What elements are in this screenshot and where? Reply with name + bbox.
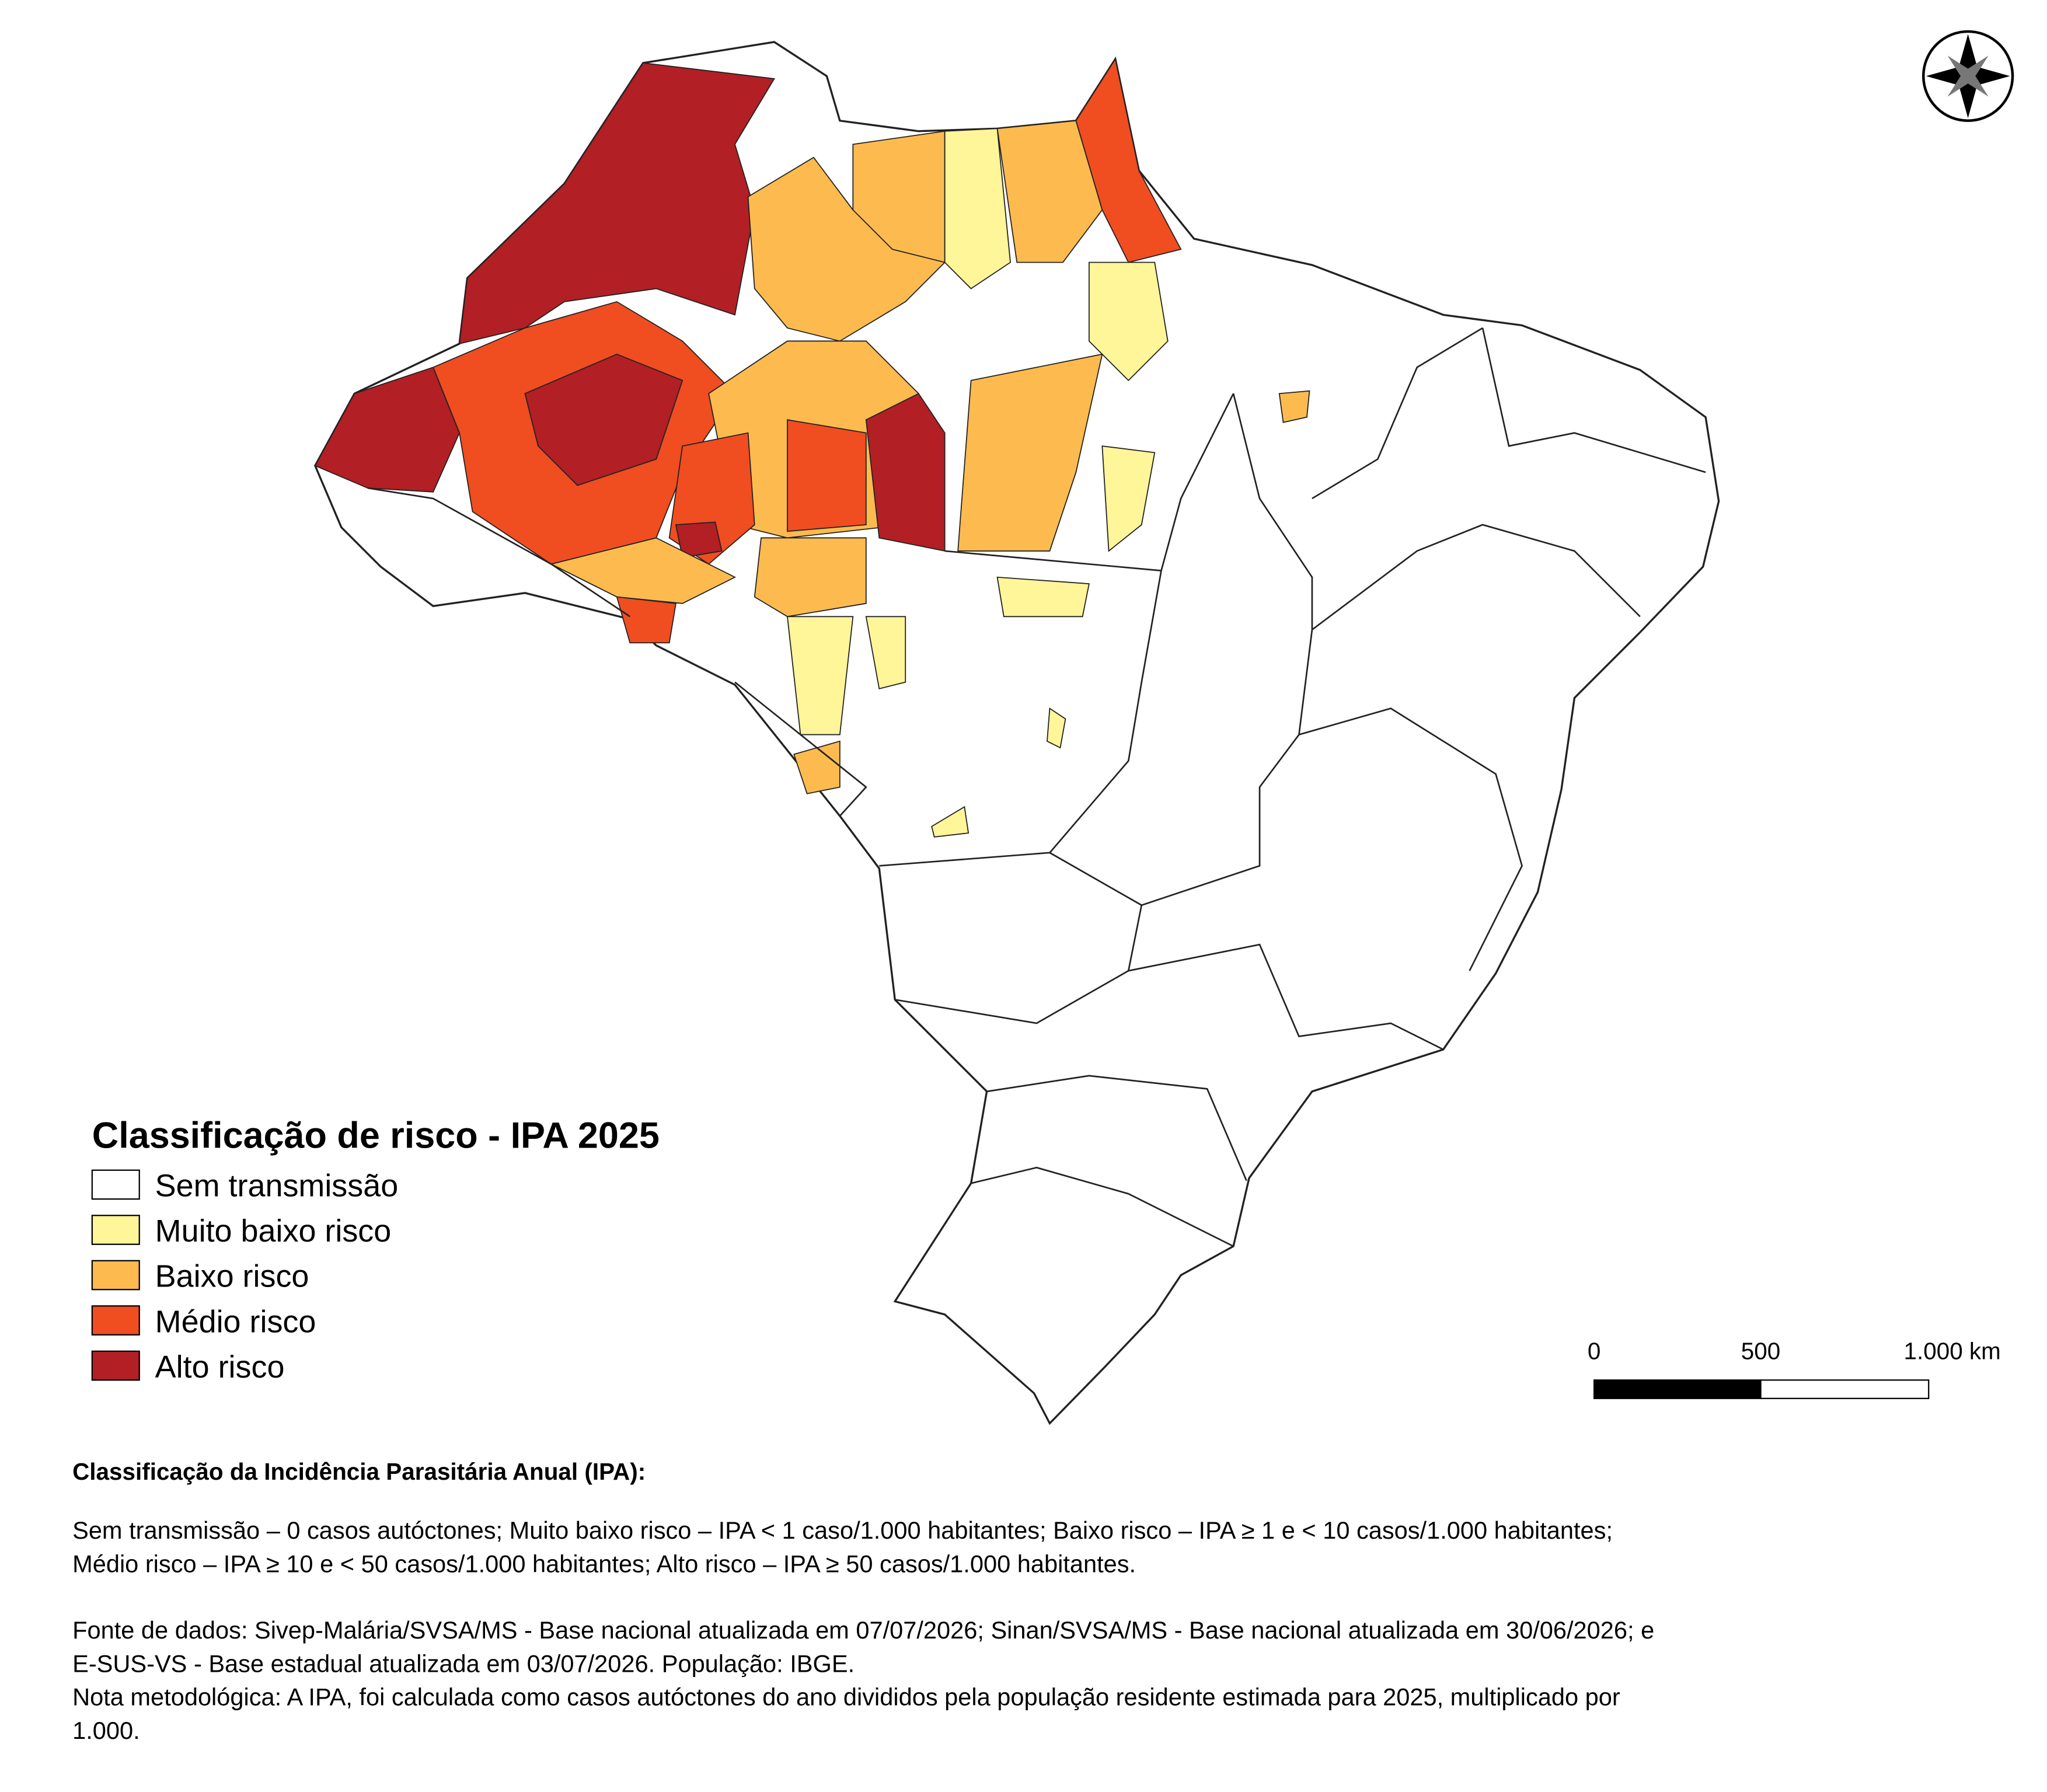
region-very-low: [1088, 262, 1169, 382]
state-border: [944, 393, 1235, 572]
region-low: [754, 537, 867, 618]
legend-label: Muito baixo risco: [155, 1214, 392, 1249]
state-border: [971, 1166, 1234, 1247]
legend-label: Médio risco: [155, 1304, 316, 1339]
state-border: [734, 681, 867, 817]
legend-label: Alto risco: [155, 1350, 285, 1385]
state-border: [1481, 327, 1706, 473]
scale-bar-white: [1760, 1379, 1930, 1399]
region-medium: [787, 419, 867, 532]
state-border: [1232, 393, 1641, 632]
region-very-low: [996, 576, 1090, 618]
scale-bar-black: [1593, 1379, 1762, 1399]
region-high: [524, 353, 684, 486]
compass-star-minor: [1947, 55, 1989, 97]
legend-swatch: [91, 1305, 140, 1336]
state-border: [1299, 707, 1523, 971]
region-low: [549, 537, 737, 604]
scale-label: 500: [1741, 1337, 1780, 1364]
region-low: [793, 740, 841, 794]
region-high: [865, 393, 946, 552]
state-border: [1127, 905, 1444, 1051]
region-very-low: [1047, 707, 1066, 749]
notes-heading: Classificação da Incidência Parasitária …: [72, 1458, 646, 1485]
legend-title: Classificação de risco - IPA 2025: [92, 1115, 660, 1156]
legend-label: Baixo risco: [155, 1259, 309, 1294]
state-border: [879, 852, 1050, 867]
legend-swatch: [91, 1260, 140, 1291]
region-high: [675, 521, 723, 559]
note-line: 1.000.: [72, 1717, 140, 1744]
state-border: [367, 487, 631, 618]
note-line: Sem transmissão – 0 casos autóctones; Mu…: [72, 1516, 1613, 1544]
note-line: E-SUS-VS - Base estadual atualizada em 0…: [72, 1650, 855, 1677]
legend-swatch: [91, 1215, 140, 1245]
legend-label: Sem transmissão: [155, 1169, 399, 1204]
state-border: [1312, 327, 1483, 500]
state-border: [895, 970, 1129, 1024]
legend-swatch: [91, 1169, 140, 1200]
state-border: [986, 1075, 1247, 1181]
region-very-low: [1101, 445, 1156, 552]
region-low: [957, 353, 1103, 552]
legend-swatch: [91, 1350, 140, 1381]
region-low: [996, 120, 1103, 263]
region-low: [852, 130, 946, 263]
note-line: Nota metodológica: A IPA, foi calculada …: [72, 1683, 1620, 1711]
region-medium: [1075, 57, 1182, 263]
region-very-low: [786, 616, 854, 735]
region-high: [459, 62, 775, 345]
compass-rose: [1922, 30, 2014, 123]
region-very-low: [931, 806, 970, 838]
scale-label: 1.000 km: [1904, 1337, 2001, 1364]
scale-label: 0: [1588, 1337, 1601, 1364]
note-line: Médio risco – IPA ≥ 10 e < 50 casos/1.00…: [72, 1550, 1136, 1578]
note-line: Fonte de dados: Sivep-Malária/SVSA/MS - …: [72, 1616, 1654, 1644]
region-low: [747, 156, 946, 342]
region-medium: [616, 596, 676, 644]
region-very-low: [865, 616, 906, 690]
region-very-low: [944, 128, 1011, 290]
region-low: [1278, 390, 1310, 423]
